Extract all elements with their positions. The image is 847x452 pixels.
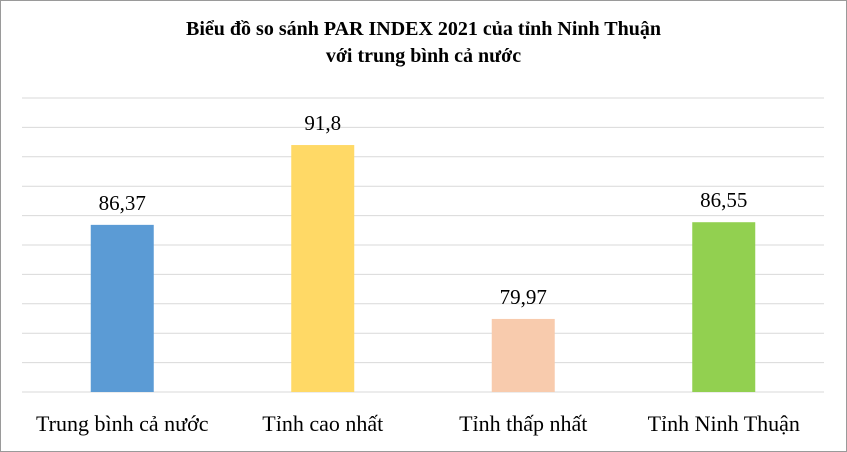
chart-title-line-2: với trung bình cả nước xyxy=(325,45,522,67)
chart-title: Biểu đồ so sánh PAR INDEX 2021 của tỉnh … xyxy=(0,16,847,70)
bar xyxy=(291,145,355,392)
category-label: Tỉnh thấp nhất xyxy=(459,411,587,436)
data-label: 79,97 xyxy=(500,285,547,309)
data-labels: 86,37 91,8 79,97 86,55 xyxy=(99,111,748,309)
data-label: 86,55 xyxy=(700,188,747,212)
bar-series xyxy=(90,145,756,392)
category-label: Trung bình cả nước xyxy=(36,411,209,436)
category-label: Tỉnh Ninh Thuận xyxy=(648,411,800,436)
category-labels: Trung bình cả nước Tỉnh cao nhất Tỉnh thấp… xyxy=(36,411,800,436)
bar xyxy=(692,222,756,392)
bar xyxy=(491,318,555,392)
category-label: Tỉnh cao nhất xyxy=(262,411,383,436)
data-label: 86,37 xyxy=(99,191,146,215)
data-label: 91,8 xyxy=(304,111,341,135)
gridlines xyxy=(22,97,824,393)
bar xyxy=(90,224,154,392)
chart-title-line-1: Biểu đồ so sánh PAR INDEX 2021 của tỉnh … xyxy=(186,18,661,40)
